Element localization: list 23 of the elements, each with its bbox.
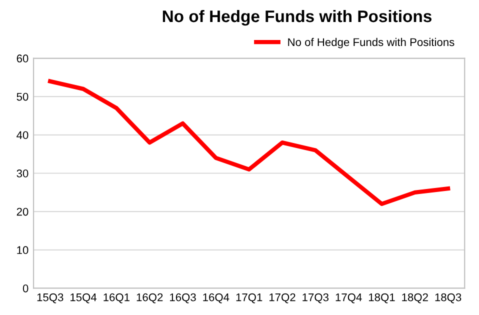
x-tick-label: 16Q4 [203,293,230,304]
x-tick-label: 18Q1 [368,293,395,304]
x-tick-label: 17Q3 [302,293,329,304]
y-tick-label: 20 [16,208,28,216]
y-tick-label: 60 [16,54,28,62]
y-tick-label: 40 [16,131,28,140]
x-tick-label: 15Q4 [70,293,97,304]
y-tick-label: 10 [17,246,28,254]
chart-title: No of Hedge Funds with Positions [162,10,432,26]
x-tick-label: 17Q2 [270,293,296,304]
x-tick-label: 15Q3 [37,293,64,304]
x-tick-label: 17Q1 [236,293,262,304]
x-tick-label: 18Q2 [402,293,428,304]
x-tick-label: 16Q3 [170,293,196,304]
y-tick-label: 50 [16,92,28,101]
x-tick-label: 16Q1 [104,293,130,304]
y-tick-label: 0 [22,284,28,292]
line-series [48,79,450,206]
x-tick-label: 17Q4 [336,293,362,304]
x-tick-label: 18Q3 [435,293,462,304]
y-tick-label: 30 [16,170,28,178]
x-tick-label: 16Q2 [136,293,163,304]
legend-label: No of Hedge Funds with Positions [288,38,454,48]
